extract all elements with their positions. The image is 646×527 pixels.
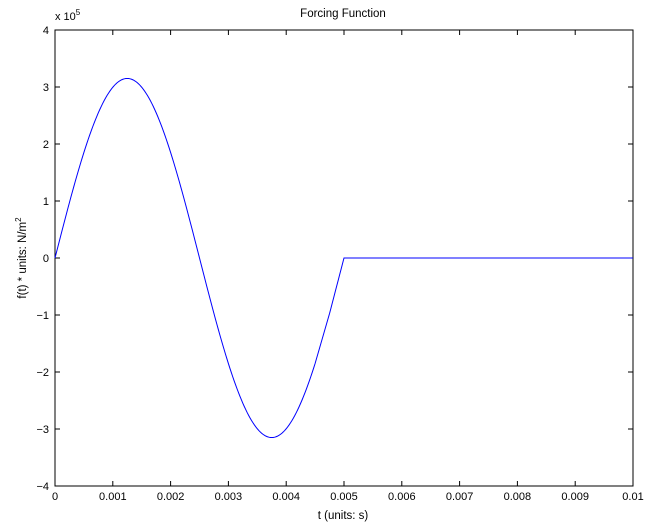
y-multiplier-base: x 10 xyxy=(55,11,76,23)
y-tick-label: 4 xyxy=(43,25,49,37)
x-tick-label: 0.006 xyxy=(388,491,416,503)
y-tick-label: −3 xyxy=(36,424,49,436)
y-multiplier-exponent: 5 xyxy=(76,8,81,17)
y-axis-label-superscript: 2 xyxy=(14,217,23,222)
y-tick-label: 3 xyxy=(43,82,49,94)
forcing-function-line xyxy=(54,77,633,439)
chart-title: Forcing Function xyxy=(300,8,386,20)
x-tick-label: 0.007 xyxy=(446,491,474,503)
x-tick-label: 0.002 xyxy=(157,491,185,503)
x-axis-label: t (units: s) xyxy=(318,510,369,522)
y-tick-label: 1 xyxy=(43,196,49,208)
y-axis-label-main: f(t) * units: N/m xyxy=(17,222,29,299)
y-axis-label: f(t) * units: N/m2 xyxy=(14,217,29,299)
x-tick-label: 0.01 xyxy=(622,491,643,503)
y-tick-label: −1 xyxy=(36,310,49,322)
y-tick-label: −2 xyxy=(36,367,49,379)
x-tick-label: 0.008 xyxy=(504,491,532,503)
x-tick-label: 0.004 xyxy=(272,491,300,503)
plot-area: 0 0.001 0.002 0.003 0.004 0.005 0.006 0.007 0.00… xyxy=(36,25,643,503)
y-tick-label: 0 xyxy=(43,253,49,265)
x-tick-label: 0.009 xyxy=(561,491,589,503)
x-tick-label: 0.001 xyxy=(99,491,127,503)
y-tick-label: −4 xyxy=(36,481,49,493)
y-multiplier: x 105 xyxy=(55,8,81,23)
x-tick-label: 0 xyxy=(52,491,58,503)
x-tick-label: 0.005 xyxy=(330,491,358,503)
y-tick-label: 2 xyxy=(43,139,49,151)
x-tick-label: 0.003 xyxy=(215,491,243,503)
